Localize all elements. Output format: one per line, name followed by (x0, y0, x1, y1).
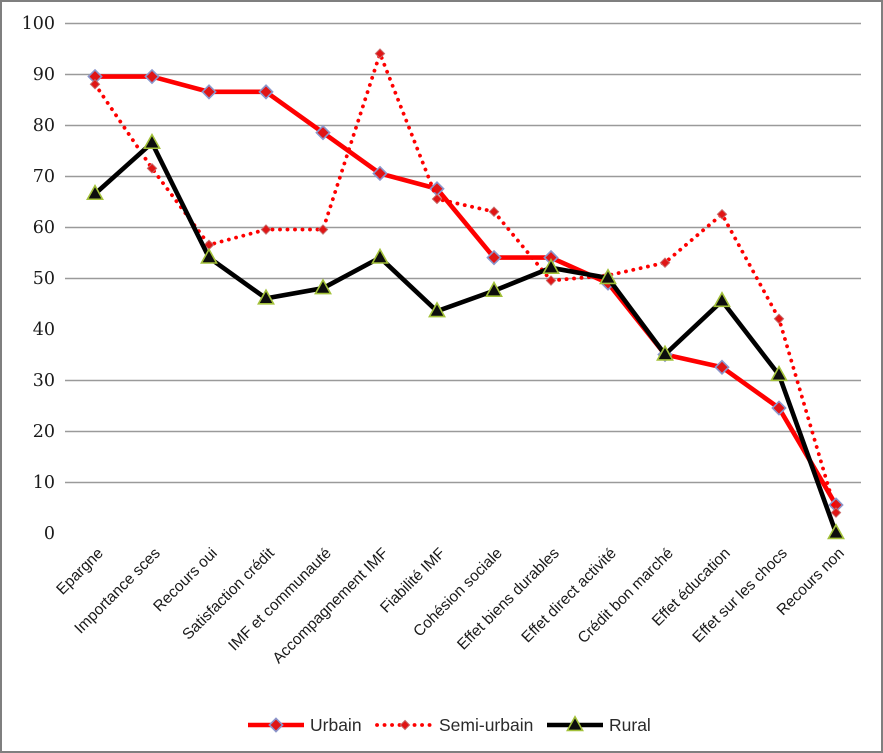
series-marker-rural (200, 247, 218, 264)
series-marker-rural (599, 268, 617, 285)
series-marker-urbain (714, 359, 730, 375)
y-axis-tick-label: 20 (33, 422, 55, 442)
legend-item-semi-urbain: Semi-urbain (375, 715, 533, 735)
y-axis-tick-label: 30 (33, 371, 55, 391)
x-axis-category-label: Epargne (53, 545, 106, 598)
legend-item-urbain: Urbain (248, 715, 362, 735)
series-marker-urbain (258, 84, 274, 100)
series-marker-semi-urbain (488, 206, 500, 218)
y-axis-tick-label: 90 (33, 65, 55, 85)
legend-marker-sample (268, 717, 284, 733)
series-marker-rural (371, 247, 389, 264)
x-axis-category-label: Effet biens durables (454, 545, 563, 654)
y-axis-tick-label: 60 (33, 218, 55, 238)
x-axis-category-label: Effet sur les chocs (689, 545, 791, 647)
series-marker-rural (86, 184, 104, 201)
y-axis-tick-label: 40 (33, 320, 55, 340)
y-axis-tick-label: 0 (44, 524, 55, 544)
series-marker-semi-urbain (431, 193, 443, 205)
y-axis-tick-label: 100 (22, 14, 55, 34)
series-marker-rural (542, 257, 560, 274)
series-marker-urbain (201, 84, 217, 100)
x-axis-category-label: Effet direct activité (518, 545, 619, 646)
series-marker-semi-urbain (659, 257, 671, 269)
series-marker-semi-urbain (260, 224, 272, 235)
series-marker-rural (314, 278, 332, 295)
series-line-rural (93, 140, 839, 534)
series-marker-semi-urbain (545, 275, 557, 286)
x-axis-category-label: Accompagnement IMF (270, 545, 392, 667)
series-marker-urbain (486, 249, 502, 266)
series-marker-semi-urbain (317, 224, 329, 235)
series-marker-rural (713, 291, 731, 308)
series-marker-rural (770, 365, 788, 382)
series-marker-rural (428, 301, 446, 318)
x-axis-category-label: IMF et communauté (225, 545, 334, 654)
y-axis-tick-label: 50 (33, 269, 55, 289)
series-marker-semi-urbain (716, 208, 728, 220)
series-marker-urbain (144, 68, 160, 85)
x-axis-category-label: Crédit bon marché (575, 545, 677, 647)
legend-label: Urbain (310, 715, 362, 735)
legend-item-rural: Rural (547, 715, 651, 735)
series-marker-rural (257, 288, 275, 305)
series-marker-urbain (372, 165, 388, 182)
series-marker-semi-urbain (773, 313, 785, 325)
y-axis-tick-label: 10 (33, 473, 55, 493)
series-marker-rural (143, 133, 161, 150)
legend-marker-sample (399, 719, 411, 731)
series-marker-semi-urbain (374, 48, 386, 59)
series-line-urbain (95, 74, 838, 507)
series-marker-semi-urbain (830, 507, 842, 518)
series-marker-rural (485, 280, 503, 297)
legend-marker-sample (566, 715, 584, 732)
y-axis-tick-label: 80 (33, 116, 55, 136)
series-marker-rural (656, 344, 674, 361)
series-marker-urbain (315, 124, 331, 141)
y-axis-tick-label: 70 (33, 167, 55, 187)
series-marker-urbain (771, 400, 787, 416)
series-marker-semi-urbain (146, 163, 158, 174)
legend-label: Semi-urbain (439, 715, 533, 735)
legend-label: Rural (609, 715, 651, 735)
series-marker-semi-urbain (89, 78, 101, 90)
series-line-semi-urbain (93, 51, 838, 515)
series-marker-rural (827, 523, 845, 540)
